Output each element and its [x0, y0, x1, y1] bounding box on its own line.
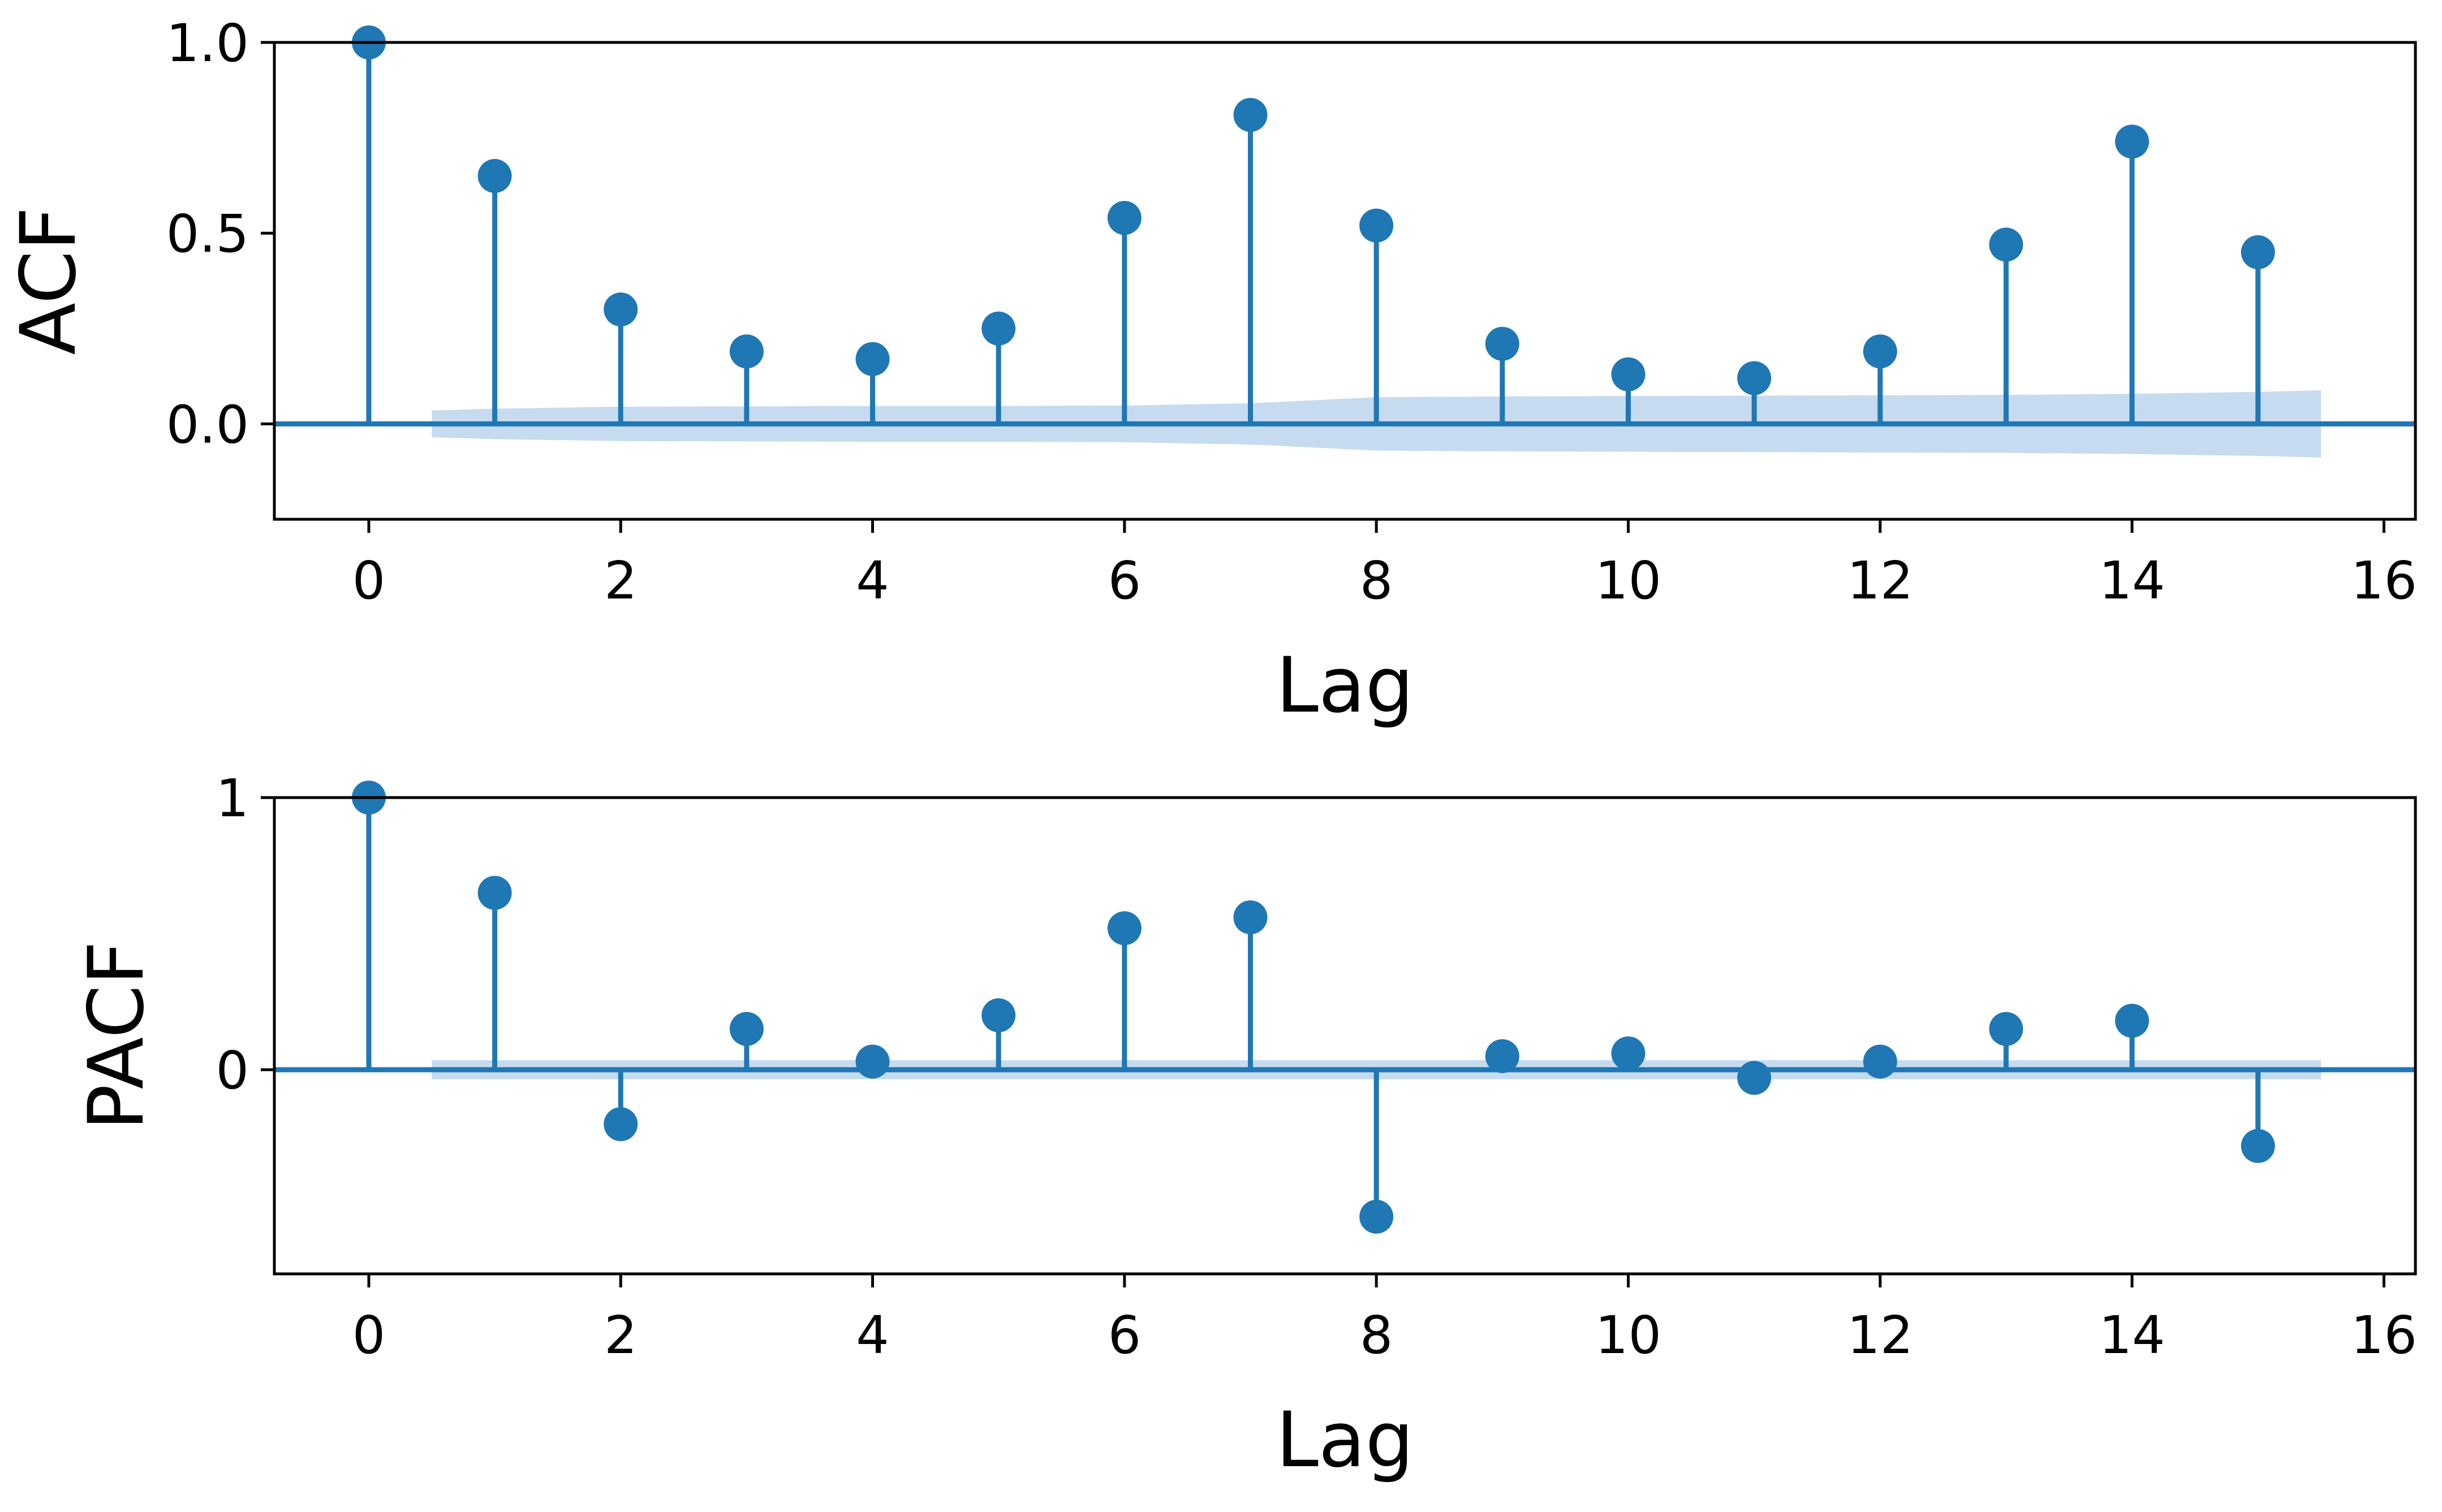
acf-x-tick-label-12: 12	[1847, 550, 1913, 611]
pacf-marker-lag-3	[729, 1011, 764, 1046]
acf-marker-lag-13	[1989, 227, 2023, 262]
acf-x-tick-label-6: 6	[1108, 550, 1142, 611]
acf-x-tick-label-0: 0	[352, 550, 386, 611]
pacf-marker-lag-7	[1233, 900, 1268, 934]
acf-x-tick-label-4: 4	[856, 550, 889, 611]
pacf-marker-lag-14	[2115, 1003, 2150, 1038]
pacf-marker-lag-6	[1107, 911, 1142, 945]
pacf-y-tick-label-0: 0	[216, 1040, 249, 1101]
pacf-x-tick-label-16: 16	[2351, 1305, 2417, 1365]
acf-marker-lag-6	[1107, 201, 1142, 235]
acf-marker-lag-1	[477, 159, 512, 193]
pacf-x-tick-label-10: 10	[1595, 1305, 1661, 1365]
acf-marker-lag-3	[729, 334, 764, 369]
pacf-marker-lag-4	[855, 1044, 890, 1079]
acf-panel: 0 2 4 6 8 10 12 14 16 0.0 0.5 1.0 Lag ACF	[4, 13, 2417, 730]
pacf-marker-lag-9	[1485, 1039, 1519, 1074]
acf-marker-lag-9	[1485, 326, 1519, 361]
pacf-x-tick-label-0: 0	[352, 1305, 386, 1365]
acf-y-tick-label-1: 0.5	[166, 204, 249, 264]
pacf-marker-lag-10	[1611, 1036, 1646, 1071]
acf-x-tick-label-14: 14	[2099, 550, 2165, 611]
acf-y-tick-label-0: 0.0	[166, 394, 249, 455]
pacf-x-tick-label-12: 12	[1847, 1305, 1913, 1365]
pacf-y-axis-label: PACF	[72, 941, 161, 1131]
pacf-x-tick-label-6: 6	[1108, 1305, 1142, 1365]
acf-x-tick-label-8: 8	[1360, 550, 1393, 611]
pacf-marker-lag-15	[2241, 1128, 2275, 1163]
acf-x-tick-label-2: 2	[604, 550, 638, 611]
pacf-x-tick-label-8: 8	[1360, 1305, 1393, 1365]
pacf-marker-lag-1	[477, 876, 512, 910]
pacf-x-axis-label: Lag	[1276, 1395, 1414, 1484]
acf-marker-lag-14	[2115, 124, 2150, 159]
pacf-axes-frame	[273, 796, 2417, 1276]
pacf-marker-lag-5	[981, 998, 1016, 1032]
acf-marker-lag-4	[855, 342, 890, 376]
pacf-x-tick-label-2: 2	[604, 1305, 638, 1365]
acf-y-tick-label-2: 1.0	[166, 13, 249, 74]
pacf-marker-lag-2	[604, 1107, 638, 1141]
pacf-plot-area	[274, 1060, 2415, 1079]
acf-axes-frame	[273, 41, 2417, 521]
acf-marker-lag-8	[1359, 208, 1394, 243]
acf-x-axis-label: Lag	[1276, 641, 1414, 730]
acf-marker-lag-7	[1233, 98, 1268, 132]
acf-y-axis-label: ACF	[4, 207, 93, 355]
pacf-marker-lag-11	[1737, 1061, 1772, 1095]
acf-x-tick-label-10: 10	[1595, 550, 1661, 611]
acf-marker-lag-11	[1737, 361, 1772, 395]
acf-marker-lag-5	[981, 311, 1016, 346]
acf-x-tick-label-16: 16	[2351, 550, 2417, 611]
pacf-marker-lag-12	[1863, 1044, 1897, 1079]
pacf-x-tick-label-14: 14	[2099, 1305, 2165, 1365]
pacf-x-tick-label-4: 4	[856, 1305, 889, 1365]
pacf-y-tick-label-1: 1	[216, 768, 249, 829]
acf-marker-lag-15	[2241, 235, 2275, 269]
pacf-marker-lag-13	[1989, 1011, 2023, 1046]
acf-marker-lag-12	[1863, 334, 1897, 369]
acf-marker-lag-10	[1611, 357, 1646, 391]
pacf-panel: 0 2 4 6 8 10 12 14 16 0 1 Lag PACF	[72, 768, 2417, 1484]
acf-marker-lag-2	[604, 292, 638, 327]
pacf-marker-lag-8	[1359, 1199, 1394, 1234]
